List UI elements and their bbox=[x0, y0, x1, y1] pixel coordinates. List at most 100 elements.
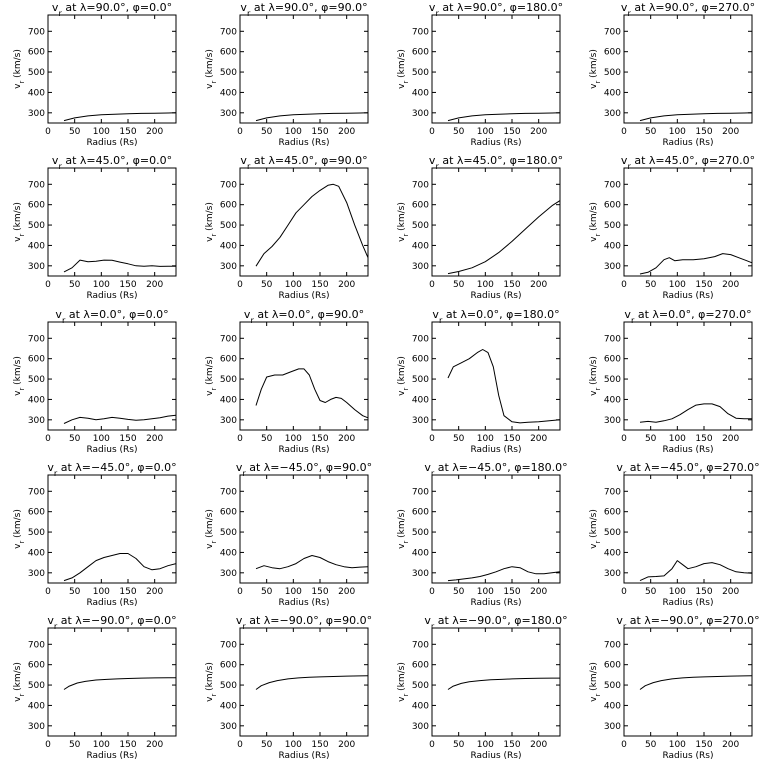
x-axis-label: Radius (Rs) bbox=[662, 138, 713, 148]
series-line bbox=[639, 253, 753, 275]
x-tick-label: 0 bbox=[45, 434, 51, 444]
y-tick-label: 600 bbox=[220, 201, 237, 211]
y-tick-label: 700 bbox=[604, 640, 621, 650]
x-axis-label: Radius (Rs) bbox=[470, 751, 521, 761]
y-tick-label: 400 bbox=[604, 395, 621, 405]
x-tick-label: 0 bbox=[621, 434, 627, 444]
x-tick-label: 0 bbox=[429, 740, 435, 750]
x-tick-label: 50 bbox=[453, 434, 465, 444]
x-tick-label: 50 bbox=[69, 280, 81, 290]
panel-title: vr at λ=−90.0°, φ=180.0° bbox=[424, 614, 567, 631]
plot-frame bbox=[431, 627, 561, 737]
x-tick-label: 150 bbox=[695, 434, 712, 444]
panel-1-2: vr at λ=90.0°, φ=90.0° 0 50 100 150 200 300 400… bbox=[205, 1, 369, 148]
plot-frame bbox=[47, 321, 177, 431]
panel-5-2: vr at λ=−90.0°, φ=90.0° 0 50 100 150 200 300 40… bbox=[205, 614, 372, 761]
x-tick-label: 0 bbox=[45, 127, 51, 137]
y-tick-label: 500 bbox=[220, 528, 237, 538]
panel-5-4: vr at λ=−90.0°, φ=270.0° 0 50 100 150 200 300 4… bbox=[589, 614, 760, 761]
x-tick-label: 150 bbox=[119, 127, 136, 137]
x-tick-label: 0 bbox=[621, 280, 627, 290]
panel-title: vr at λ=−90.0°, φ=0.0° bbox=[47, 614, 176, 631]
x-tick-label: 100 bbox=[669, 280, 686, 290]
plot-frame bbox=[239, 321, 369, 431]
x-tick-label: 150 bbox=[119, 434, 136, 444]
x-tick-label: 100 bbox=[669, 434, 686, 444]
y-tick-label: 700 bbox=[604, 487, 621, 497]
y-tick-label: 500 bbox=[604, 528, 621, 538]
y-tick-label: 400 bbox=[220, 88, 237, 98]
x-tick-label: 0 bbox=[621, 587, 627, 597]
plot-frame bbox=[47, 167, 177, 277]
x-tick-label: 200 bbox=[338, 127, 355, 137]
panel-1-4: vr at λ=90.0°, φ=270.0° 0 50 100 150 200 300 40… bbox=[589, 1, 755, 148]
y-tick-label: 600 bbox=[604, 355, 621, 365]
plot-frame bbox=[431, 167, 561, 277]
x-tick-label: 200 bbox=[722, 280, 739, 290]
panel-2-4: vr at λ=45.0°, φ=270.0° 0 50 100 150 200 300 40… bbox=[589, 154, 755, 301]
y-tick-label: 500 bbox=[604, 68, 621, 78]
x-axis-label: Radius (Rs) bbox=[662, 751, 713, 761]
y-tick-label: 600 bbox=[604, 48, 621, 58]
y-tick-label: 700 bbox=[412, 180, 429, 190]
y-axis-label: vr (km/s) bbox=[205, 662, 218, 702]
plot-frame bbox=[623, 167, 753, 277]
y-tick-label: 500 bbox=[28, 221, 45, 231]
series-line bbox=[639, 112, 753, 122]
y-axis-label: vr (km/s) bbox=[13, 662, 26, 702]
x-tick-label: 150 bbox=[503, 587, 520, 597]
x-tick-label: 50 bbox=[453, 587, 465, 597]
x-tick-label: 0 bbox=[237, 127, 243, 137]
x-tick-label: 100 bbox=[285, 740, 302, 750]
y-tick-label: 300 bbox=[28, 416, 45, 426]
y-tick-label: 400 bbox=[604, 88, 621, 98]
panel-5-3: vr at λ=−90.0°, φ=180.0° 0 50 100 150 200 300 4… bbox=[397, 614, 568, 761]
x-tick-label: 150 bbox=[119, 280, 136, 290]
y-axis-label: vr (km/s) bbox=[397, 49, 410, 89]
y-tick-label: 700 bbox=[220, 334, 237, 344]
y-axis-label: vr (km/s) bbox=[397, 662, 410, 702]
x-tick-label: 200 bbox=[146, 280, 163, 290]
x-tick-label: 0 bbox=[237, 280, 243, 290]
x-tick-label: 0 bbox=[429, 127, 435, 137]
x-tick-label: 200 bbox=[146, 740, 163, 750]
x-tick-label: 0 bbox=[429, 280, 435, 290]
y-tick-label: 300 bbox=[412, 722, 429, 732]
plot-frame bbox=[239, 474, 369, 584]
y-tick-label: 500 bbox=[28, 681, 45, 691]
panel-3-1: vr at λ=0.0°, φ=0.0° 0 50 100 150 200 300 400 50… bbox=[13, 308, 177, 455]
panel-title: vr at λ=45.0°, φ=270.0° bbox=[621, 154, 755, 171]
x-tick-label: 200 bbox=[530, 280, 547, 290]
y-tick-label: 500 bbox=[220, 221, 237, 231]
series-line bbox=[63, 259, 176, 273]
y-tick-label: 600 bbox=[220, 661, 237, 671]
series-line bbox=[447, 112, 561, 122]
y-tick-label: 700 bbox=[28, 27, 45, 37]
y-tick-label: 300 bbox=[220, 262, 237, 272]
x-tick-label: 150 bbox=[503, 740, 520, 750]
y-tick-label: 400 bbox=[28, 88, 45, 98]
y-tick-label: 700 bbox=[220, 27, 237, 37]
x-axis-label: Radius (Rs) bbox=[470, 445, 521, 455]
plot-frame bbox=[239, 167, 369, 277]
panel-2-1: vr at λ=45.0°, φ=0.0° 0 50 100 150 200 300 400 5… bbox=[13, 154, 177, 301]
x-tick-label: 50 bbox=[69, 434, 81, 444]
panel-title: vr at λ=45.0°, φ=0.0° bbox=[52, 154, 172, 171]
x-tick-label: 50 bbox=[453, 740, 465, 750]
panel-title: vr at λ=45.0°, φ=180.0° bbox=[429, 154, 563, 171]
series-line bbox=[255, 368, 369, 419]
y-tick-label: 300 bbox=[28, 722, 45, 732]
y-tick-label: 400 bbox=[28, 548, 45, 558]
x-tick-label: 0 bbox=[429, 587, 435, 597]
panel-title: vr at λ=−45.0°, φ=90.0° bbox=[236, 461, 372, 478]
y-tick-label: 500 bbox=[604, 375, 621, 385]
y-axis-label: vr (km/s) bbox=[205, 356, 218, 396]
y-tick-label: 300 bbox=[412, 416, 429, 426]
y-tick-label: 700 bbox=[412, 640, 429, 650]
y-tick-label: 600 bbox=[604, 201, 621, 211]
panel-title: vr at λ=−90.0°, φ=90.0° bbox=[236, 614, 372, 631]
y-tick-label: 500 bbox=[604, 681, 621, 691]
y-axis-label: vr (km/s) bbox=[205, 509, 218, 549]
panel-title: vr at λ=−45.0°, φ=180.0° bbox=[424, 461, 567, 478]
x-tick-label: 200 bbox=[338, 280, 355, 290]
